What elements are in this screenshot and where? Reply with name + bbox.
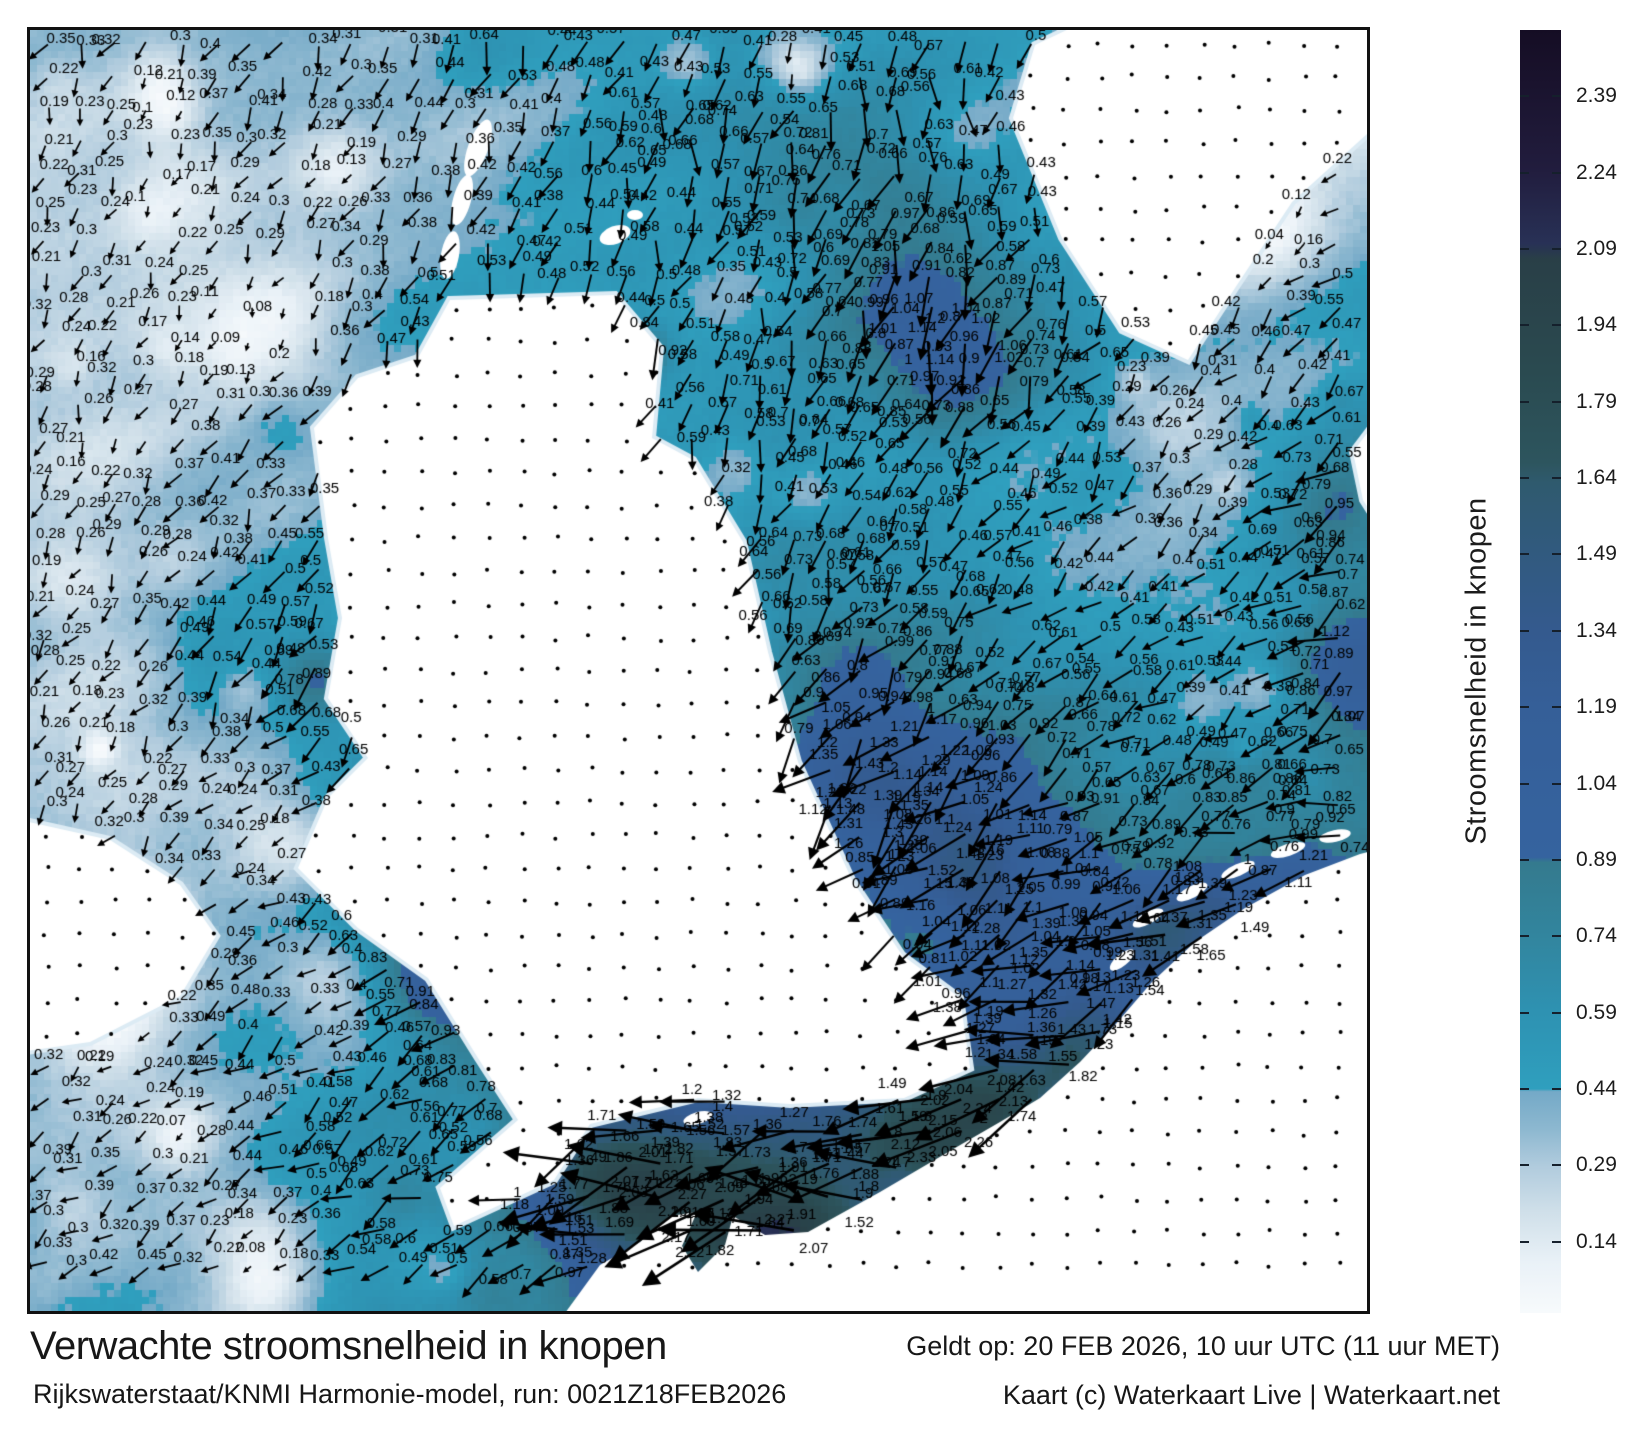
colorbar-tick-mark — [1552, 1011, 1561, 1014]
colorbar-tick-mark — [1552, 1164, 1561, 1167]
colorbar-tick-mark — [1552, 247, 1561, 250]
colorbar-tick-mark — [1520, 324, 1529, 327]
colorbar-tick-mark — [1552, 553, 1561, 556]
colorbar-title: Stroomsnelheid in knopen — [1460, 497, 1493, 845]
colorbar-tick-label: 1.04 — [1576, 771, 1617, 795]
colorbar-tick-mark — [1520, 782, 1529, 785]
colorbar-tick-mark — [1520, 400, 1529, 403]
colorbar-tick-mark — [1552, 629, 1561, 632]
colorbar-tick-mark — [1520, 706, 1529, 709]
colorbar-tick-mark — [1552, 324, 1561, 327]
colorbar-tick-label: 2.24 — [1576, 160, 1617, 184]
colorbar-tick-label: 2.39 — [1576, 84, 1617, 108]
colorbar-tick-label: 1.19 — [1576, 695, 1617, 719]
colorbar-tick-mark — [1520, 1087, 1529, 1090]
colorbar-tick-mark — [1520, 247, 1529, 250]
colorbar-tick-label: 1.94 — [1576, 313, 1617, 337]
colorbar-tick-label: 0.59 — [1576, 1000, 1617, 1024]
colorbar-tick-mark — [1520, 95, 1529, 98]
colorbar-tick-label: 0.89 — [1576, 847, 1617, 871]
colorbar-tick-mark — [1520, 171, 1529, 174]
colorbar-tick-mark — [1520, 858, 1529, 861]
colorbar-tick-mark — [1552, 935, 1561, 938]
colorbar-tick-mark — [1520, 477, 1529, 480]
colorbar-tick-mark — [1552, 477, 1561, 480]
colorbar-tick-label: 1.64 — [1576, 466, 1617, 490]
colorbar-tick-label: 0.44 — [1576, 1076, 1617, 1100]
map-frame — [27, 27, 1370, 1314]
colorbar-tick-label: 1.49 — [1576, 542, 1617, 566]
colorbar-tick-mark — [1552, 858, 1561, 861]
colorbar-tick-label: 0.74 — [1576, 924, 1617, 948]
colorbar-gradient — [1520, 30, 1561, 1313]
colorbar-tick-label: 0.14 — [1576, 1229, 1617, 1253]
colorbar — [1520, 30, 1561, 1313]
colorbar-tick-mark — [1552, 782, 1561, 785]
colorbar-tick-mark — [1552, 171, 1561, 174]
colorbar-tick-label: 2.09 — [1576, 236, 1617, 260]
colorbar-tick-mark — [1520, 553, 1529, 556]
colorbar-tick-mark — [1520, 1164, 1529, 1167]
colorbar-tick-label: 0.29 — [1576, 1153, 1617, 1177]
colorbar-tick-label: 1.79 — [1576, 389, 1617, 413]
colorbar-tick-label: 1.34 — [1576, 618, 1617, 642]
colorbar-tick-mark — [1520, 629, 1529, 632]
flow-map-canvas — [30, 30, 1367, 1311]
colorbar-tick-mark — [1520, 1240, 1529, 1243]
colorbar-tick-mark — [1552, 1240, 1561, 1243]
colorbar-tick-mark — [1520, 1011, 1529, 1014]
colorbar-tick-mark — [1520, 935, 1529, 938]
colorbar-tick-mark — [1552, 95, 1561, 98]
valid-time-caption: Geldt op: 20 FEB 2026, 10 uur UTC (11 uu… — [906, 1331, 1500, 1361]
colorbar-tick-mark — [1552, 706, 1561, 709]
map-title: Verwachte stroomsnelheid in knopen — [30, 1324, 667, 1368]
colorbar-tick-mark — [1552, 400, 1561, 403]
colorbar-tick-mark — [1552, 1087, 1561, 1090]
credit-caption: Kaart (c) Waterkaart Live | Waterkaart.n… — [1002, 1380, 1500, 1410]
model-run-caption: Rijkswaterstaat/KNMI Harmonie-model, run… — [33, 1379, 787, 1409]
